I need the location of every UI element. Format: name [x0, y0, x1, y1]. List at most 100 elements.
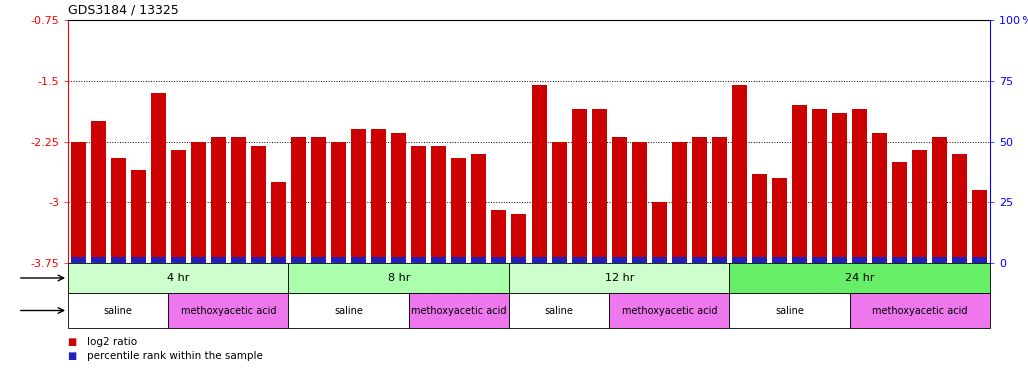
- Bar: [932, 257, 948, 263]
- Bar: [572, 109, 587, 263]
- Bar: [652, 202, 667, 263]
- Bar: [512, 214, 526, 263]
- Bar: [371, 129, 387, 263]
- Bar: [251, 257, 266, 263]
- Bar: [952, 257, 967, 263]
- Bar: [169, 293, 289, 328]
- Bar: [151, 93, 166, 263]
- Bar: [912, 257, 927, 263]
- Bar: [311, 257, 326, 263]
- Text: methoxyacetic acid: methoxyacetic acid: [622, 306, 718, 316]
- Bar: [352, 257, 366, 263]
- Bar: [592, 257, 607, 263]
- Bar: [732, 257, 747, 263]
- Text: log2 ratio: log2 ratio: [86, 337, 137, 347]
- Text: saline: saline: [545, 306, 574, 316]
- Bar: [331, 257, 346, 263]
- Bar: [432, 146, 446, 263]
- Bar: [730, 293, 850, 328]
- Bar: [792, 257, 807, 263]
- Bar: [872, 257, 887, 263]
- Bar: [552, 141, 566, 263]
- Bar: [291, 137, 306, 263]
- Bar: [71, 141, 85, 263]
- Text: ■: ■: [68, 351, 80, 361]
- Text: 24 hr: 24 hr: [845, 273, 875, 283]
- Bar: [171, 150, 186, 263]
- Bar: [509, 263, 730, 293]
- Bar: [652, 257, 667, 263]
- Bar: [472, 154, 486, 263]
- Bar: [451, 257, 467, 263]
- Text: ■: ■: [68, 337, 80, 347]
- Bar: [68, 263, 289, 293]
- Bar: [872, 133, 887, 263]
- Bar: [712, 137, 727, 263]
- Bar: [692, 137, 707, 263]
- Bar: [211, 257, 226, 263]
- Bar: [632, 141, 647, 263]
- Bar: [131, 170, 146, 263]
- Text: methoxyacetic acid: methoxyacetic acid: [411, 306, 507, 316]
- Bar: [90, 121, 106, 263]
- Bar: [68, 293, 169, 328]
- Bar: [972, 190, 988, 263]
- Bar: [231, 137, 246, 263]
- Bar: [289, 293, 409, 328]
- Bar: [632, 257, 647, 263]
- Bar: [572, 257, 587, 263]
- Bar: [409, 293, 509, 328]
- Bar: [432, 257, 446, 263]
- Bar: [71, 257, 85, 263]
- Bar: [852, 257, 868, 263]
- Bar: [592, 109, 607, 263]
- Bar: [792, 105, 807, 263]
- Bar: [672, 257, 687, 263]
- Bar: [131, 257, 146, 263]
- Bar: [932, 137, 948, 263]
- Bar: [732, 85, 747, 263]
- Bar: [672, 141, 687, 263]
- Bar: [371, 257, 387, 263]
- Bar: [912, 150, 927, 263]
- Text: methoxyacetic acid: methoxyacetic acid: [872, 306, 967, 316]
- Bar: [491, 257, 507, 263]
- Bar: [231, 257, 246, 263]
- Bar: [311, 137, 326, 263]
- Bar: [352, 129, 366, 263]
- Text: saline: saline: [104, 306, 133, 316]
- Bar: [852, 109, 868, 263]
- Bar: [850, 293, 990, 328]
- Text: 4 hr: 4 hr: [168, 273, 189, 283]
- Bar: [552, 257, 566, 263]
- Bar: [331, 141, 346, 263]
- Text: saline: saline: [334, 306, 363, 316]
- Bar: [610, 293, 730, 328]
- Bar: [752, 257, 767, 263]
- Bar: [892, 257, 908, 263]
- Bar: [512, 257, 526, 263]
- Bar: [692, 257, 707, 263]
- Bar: [271, 182, 286, 263]
- Text: GDS3184 / 13325: GDS3184 / 13325: [68, 3, 179, 16]
- Bar: [271, 257, 286, 263]
- Bar: [531, 85, 547, 263]
- Bar: [712, 257, 727, 263]
- Bar: [68, 263, 990, 384]
- Text: 12 hr: 12 hr: [604, 273, 634, 283]
- Bar: [612, 137, 627, 263]
- Bar: [972, 257, 988, 263]
- Bar: [772, 257, 787, 263]
- Bar: [812, 109, 828, 263]
- Bar: [752, 174, 767, 263]
- Bar: [289, 263, 509, 293]
- Text: 8 hr: 8 hr: [388, 273, 410, 283]
- Bar: [612, 257, 627, 263]
- Bar: [392, 257, 406, 263]
- Bar: [211, 137, 226, 263]
- Text: percentile rank within the sample: percentile rank within the sample: [86, 351, 262, 361]
- Bar: [730, 263, 990, 293]
- Bar: [472, 257, 486, 263]
- Bar: [191, 257, 206, 263]
- Bar: [411, 257, 427, 263]
